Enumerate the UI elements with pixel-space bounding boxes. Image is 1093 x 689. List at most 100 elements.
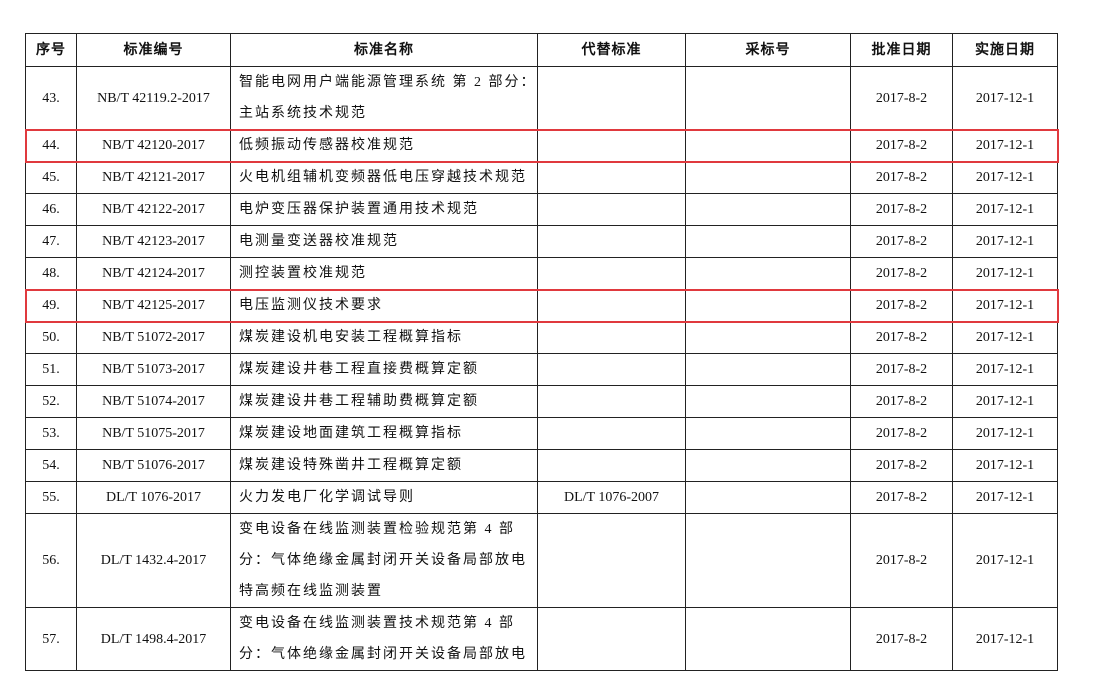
name-line: 主站系统技术规范 [239,106,367,121]
adopted-standard [685,353,851,386]
standard-code: NB/T 51076-2017 [76,449,231,482]
adopted-standard [685,257,851,290]
standard-name: 智能电网用户端能源管理系统 第 2 部分： 主站系统技术规范 [230,66,538,130]
name-line: 煤炭建设井巷工程辅助费概算定额 [239,394,479,409]
table-row: 48. NB/T 42124-2017 测控装置校准规范 2017-8-2 2017-1… [25,257,1058,290]
standard-code: NB/T 42122-2017 [76,193,231,226]
table-row: 53. NB/T 51075-2017 煤炭建设地面建筑工程概算指标 2017-8-2… [25,417,1058,450]
standard-name: 电测量变送器校准规范 [230,225,538,258]
name-line: 变电设备在线监测装置检验规范第 4 部 [239,522,515,537]
standard-name: 煤炭建设井巷工程直接费概算定额 [230,353,538,386]
header-cell: 实施日期 [952,33,1058,67]
serial-number: 49. [25,289,77,322]
adopted-standard [685,129,851,162]
standard-code: NB/T 51075-2017 [76,417,231,450]
standard-code: NB/T 51074-2017 [76,385,231,418]
table-row: 52. NB/T 51074-2017 煤炭建设井巷工程辅助费概算定额 2017-8-… [25,385,1058,418]
approval-date: 2017-8-2 [850,225,953,258]
table-row: 47. NB/T 42123-2017 电测量变送器校准规范 2017-8-2 2017… [25,225,1058,258]
approval-date: 2017-8-2 [850,607,953,671]
adopted-standard [685,385,851,418]
name-line: 火力发电厂化学调试导则 [239,490,415,505]
adopted-standard [685,449,851,482]
table-row: 57. DL/T 1498.4-2017 变电设备在线监测装置技术规范第 4 部分：… [25,607,1058,671]
approval-date: 2017-8-2 [850,353,953,386]
serial-number: 48. [25,257,77,290]
effective-date: 2017-12-1 [952,449,1058,482]
table-row: 50. NB/T 51072-2017 煤炭建设机电安装工程概算指标 2017-8-2… [25,321,1058,354]
standard-name: 火力发电厂化学调试导则 [230,481,538,514]
serial-number: 55. [25,481,77,514]
name-line: 分：气体绝缘金属封闭开关设备局部放电 [239,553,527,568]
effective-date: 2017-12-1 [952,417,1058,450]
effective-date: 2017-12-1 [952,481,1058,514]
name-line: 低频振动传感器校准规范 [239,138,415,153]
standard-code: NB/T 51072-2017 [76,321,231,354]
name-line: 电炉变压器保护装置通用技术规范 [239,202,479,217]
replaced-standard [537,449,686,482]
standard-code: NB/T 42125-2017 [76,289,231,322]
adopted-standard [685,289,851,322]
name-line: 煤炭建设地面建筑工程概算指标 [239,426,463,441]
header-cell: 标准编号 [76,33,231,67]
replaced-standard [537,607,686,671]
name-line: 煤炭建设特殊凿井工程概算定额 [239,458,463,473]
serial-number: 44. [25,129,77,162]
standard-code: NB/T 42124-2017 [76,257,231,290]
table-row: 56. DL/T 1432.4-2017 变电设备在线监测装置检验规范第 4 部分：… [25,513,1058,608]
approval-date: 2017-8-2 [850,66,953,130]
effective-date: 2017-12-1 [952,607,1058,671]
replaced-standard [537,193,686,226]
serial-number: 53. [25,417,77,450]
table-row: 55. DL/T 1076-2017 火力发电厂化学调试导则 DL/T 1076-20… [25,481,1058,514]
adopted-standard [685,193,851,226]
header-cell: 代替标准 [537,33,686,67]
standard-name: 煤炭建设特殊凿井工程概算定额 [230,449,538,482]
approval-date: 2017-8-2 [850,385,953,418]
name-line: 电压监测仪技术要求 [239,298,383,313]
effective-date: 2017-12-1 [952,353,1058,386]
effective-date: 2017-12-1 [952,129,1058,162]
adopted-standard [685,417,851,450]
replaced-standard [537,385,686,418]
standard-code: NB/T 51073-2017 [76,353,231,386]
name-line: 分：气体绝缘金属封闭开关设备局部放电 [239,647,527,662]
serial-number: 54. [25,449,77,482]
serial-number: 57. [25,607,77,671]
replaced-standard [537,353,686,386]
standard-code: DL/T 1432.4-2017 [76,513,231,608]
adopted-standard [685,513,851,608]
effective-date: 2017-12-1 [952,385,1058,418]
name-line: 火电机组辅机变频器低电压穿越技术规范 [239,170,527,185]
name-line: 特高频在线监测装置 [239,584,383,599]
standard-name: 电压监测仪技术要求 [230,289,538,322]
serial-number: 56. [25,513,77,608]
standard-code: NB/T 42121-2017 [76,161,231,194]
effective-date: 2017-12-1 [952,225,1058,258]
serial-number: 52. [25,385,77,418]
serial-number: 43. [25,66,77,130]
standard-name: 电炉变压器保护装置通用技术规范 [230,193,538,226]
table-row: 46. NB/T 42122-2017 电炉变压器保护装置通用技术规范 2017-8-… [25,193,1058,226]
header-cell: 标准名称 [230,33,538,67]
standard-code: DL/T 1498.4-2017 [76,607,231,671]
table-row: 43. NB/T 42119.2-2017 智能电网用户端能源管理系统 第 2 部分… [25,66,1058,130]
adopted-standard [685,225,851,258]
adopted-standard [685,161,851,194]
standard-name: 火电机组辅机变频器低电压穿越技术规范 [230,161,538,194]
name-line: 智能电网用户端能源管理系统 第 2 部分： [239,75,537,90]
standard-code: NB/T 42120-2017 [76,129,231,162]
table-row: 54. NB/T 51076-2017 煤炭建设特殊凿井工程概算定额 2017-8-2… [25,449,1058,482]
replaced-standard [537,129,686,162]
standards-table-wrap: 序号 标准编号 标准名称 代替标准 采标号 批准日期 实施日期 43. NB/T 42119.… [25,33,1058,671]
serial-number: 47. [25,225,77,258]
replaced-standard [537,417,686,450]
effective-date: 2017-12-1 [952,321,1058,354]
approval-date: 2017-8-2 [850,449,953,482]
approval-date: 2017-8-2 [850,417,953,450]
serial-number: 51. [25,353,77,386]
approval-date: 2017-8-2 [850,289,953,322]
table-row: 45. NB/T 42121-2017 火电机组辅机变频器低电压穿越技术规范 2017… [25,161,1058,194]
approval-date: 2017-8-2 [850,129,953,162]
effective-date: 2017-12-1 [952,161,1058,194]
